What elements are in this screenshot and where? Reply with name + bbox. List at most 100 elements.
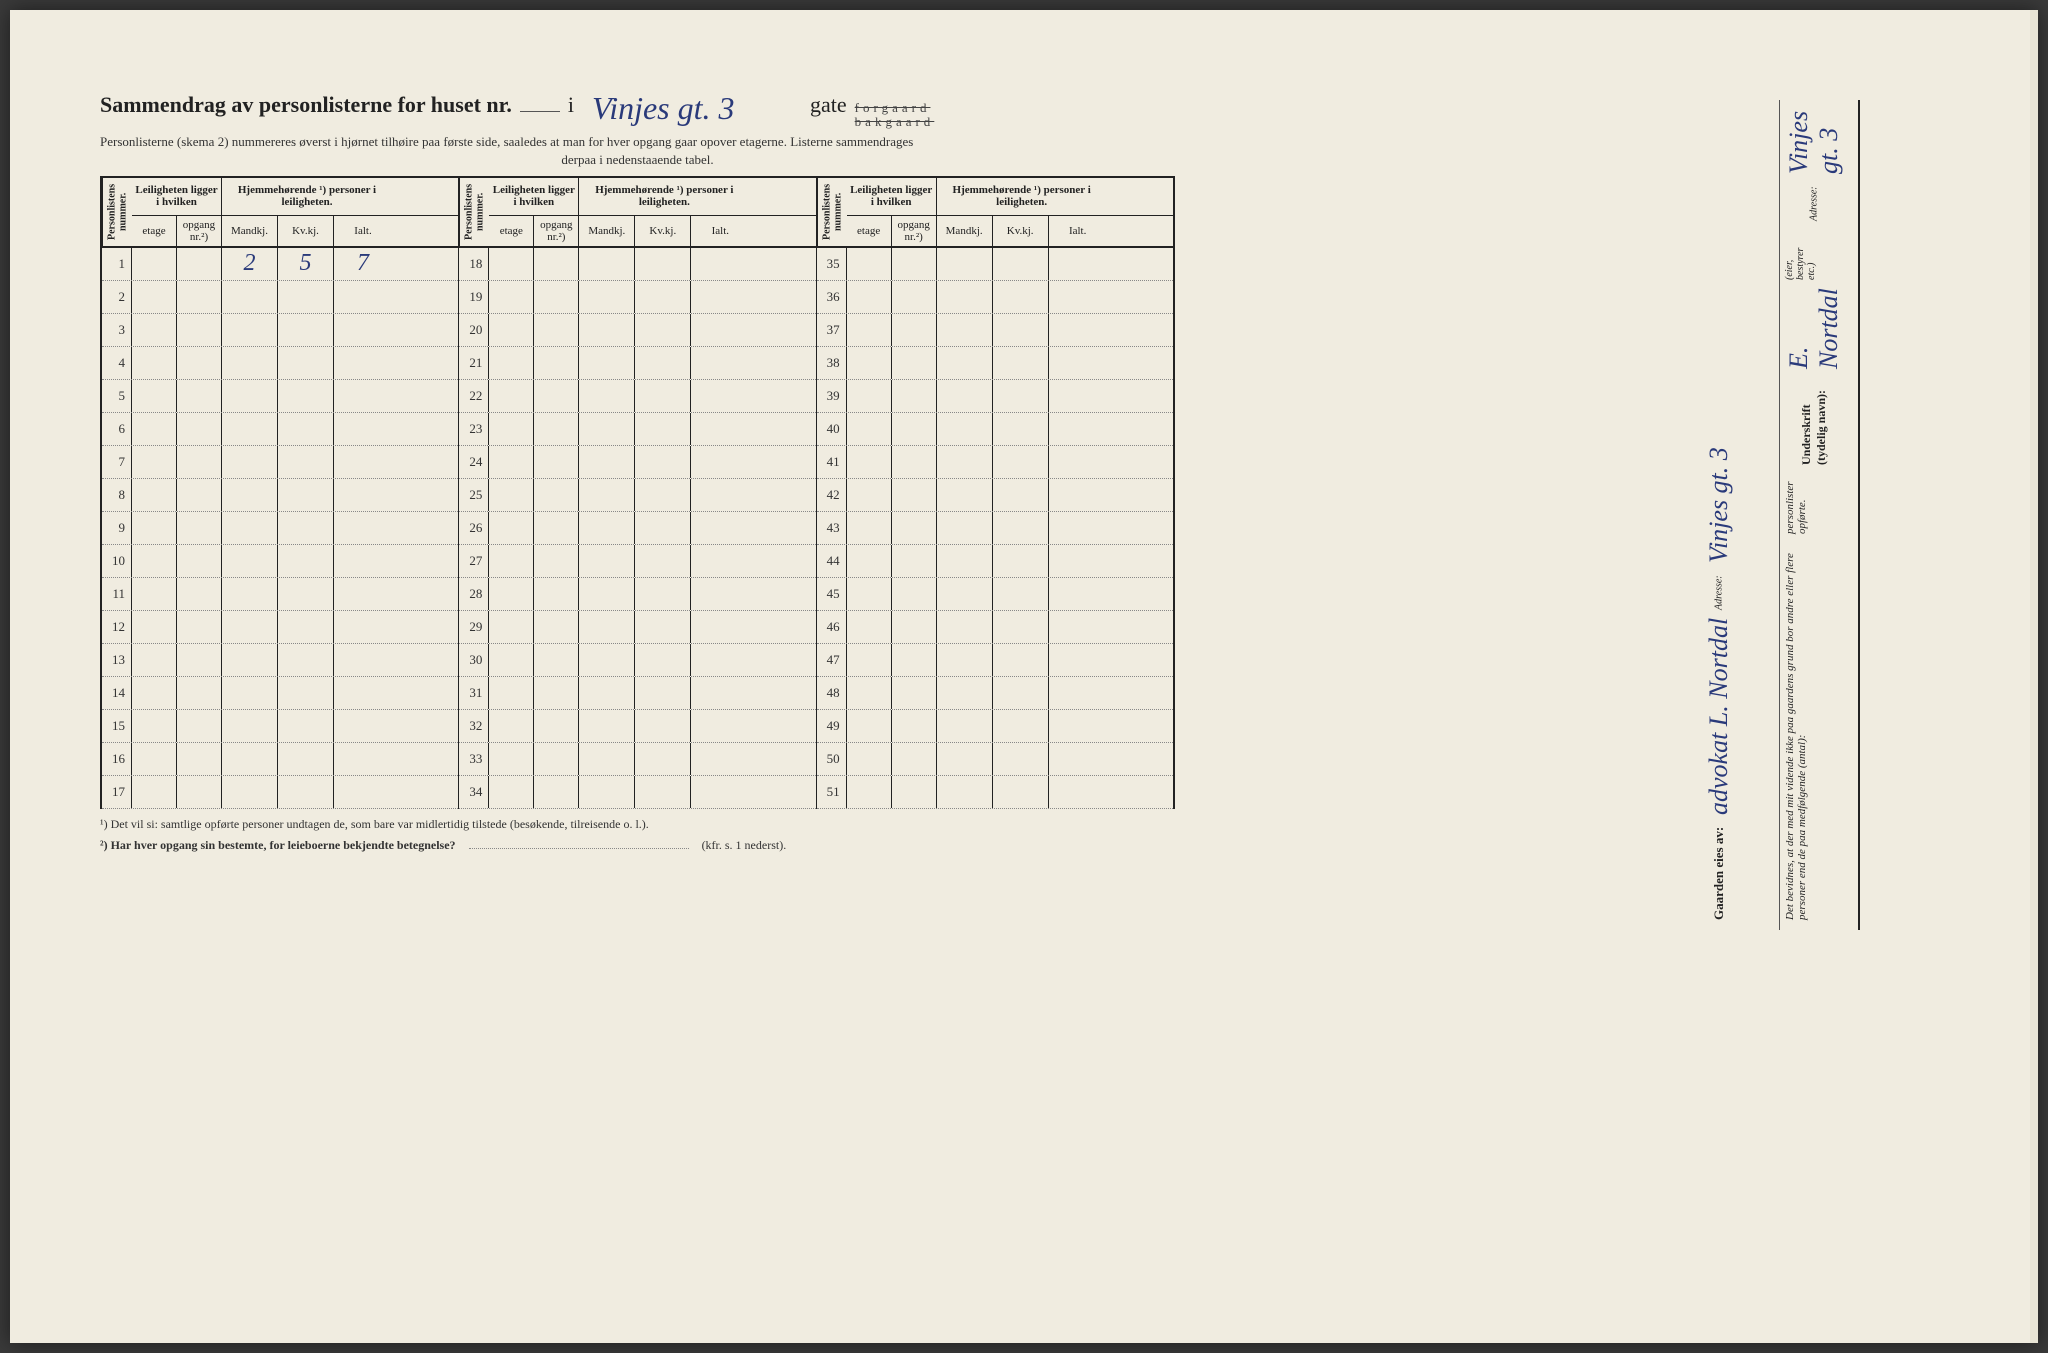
cell-mandkj bbox=[222, 611, 278, 643]
cell-ialt bbox=[1049, 281, 1107, 313]
cell-opgang bbox=[892, 446, 937, 478]
cell-opgang bbox=[534, 710, 579, 742]
row-number: 41 bbox=[817, 446, 847, 478]
cell-kvkj bbox=[278, 281, 334, 313]
cell-mandkj bbox=[937, 380, 993, 412]
cell-mandkj bbox=[579, 611, 635, 643]
row-number: 47 bbox=[817, 644, 847, 676]
col-ialt: Ialt. bbox=[334, 216, 392, 246]
cell-mandkj: 2 bbox=[222, 248, 278, 280]
col-opgang: opgang nr.²) bbox=[534, 216, 579, 246]
cell-etage bbox=[489, 446, 534, 478]
row-number: 2 bbox=[102, 281, 132, 313]
cell-etage bbox=[132, 281, 177, 313]
cell-etage bbox=[847, 281, 892, 313]
row-number: 17 bbox=[102, 776, 132, 808]
cell-etage bbox=[132, 776, 177, 808]
cell-etage bbox=[132, 248, 177, 280]
cell-ialt bbox=[334, 314, 392, 346]
cell-etage bbox=[847, 545, 892, 577]
table-row: 10 bbox=[102, 545, 458, 578]
cell-mandkj bbox=[222, 380, 278, 412]
cell-kvkj bbox=[278, 710, 334, 742]
underskrift-label: Underskrift (tydelig navn): bbox=[1799, 381, 1829, 465]
table-row: 39 bbox=[817, 380, 1173, 413]
cell-kvkj bbox=[278, 512, 334, 544]
cell-ialt: 7 bbox=[334, 248, 392, 280]
row-number: 49 bbox=[817, 710, 847, 742]
footnote-1: ¹) Det vil si: samtlige opførte personer… bbox=[100, 817, 1175, 832]
cell-mandkj bbox=[222, 512, 278, 544]
table-row: 6 bbox=[102, 413, 458, 446]
cell-opgang bbox=[534, 446, 579, 478]
cell-ialt bbox=[691, 413, 749, 445]
cell-ialt bbox=[1049, 380, 1107, 412]
cell-mandkj bbox=[937, 446, 993, 478]
cell-opgang bbox=[892, 710, 937, 742]
cell-opgang bbox=[534, 479, 579, 511]
gate-options: forgaard bakgaard bbox=[855, 101, 935, 130]
cell-mandkj bbox=[937, 248, 993, 280]
cell-ialt bbox=[691, 578, 749, 610]
cell-kvkj bbox=[635, 710, 691, 742]
summary-table: Personlistens nummer. Leiligheten ligger… bbox=[100, 176, 1175, 809]
row-number: 50 bbox=[817, 743, 847, 775]
role: (eier, bestyrer etc.) bbox=[1784, 229, 1817, 280]
row-number: 28 bbox=[459, 578, 489, 610]
cell-kvkj bbox=[278, 743, 334, 775]
cell-etage bbox=[847, 578, 892, 610]
row-number: 22 bbox=[459, 380, 489, 412]
cell-kvkj bbox=[993, 512, 1049, 544]
cell-opgang bbox=[177, 545, 222, 577]
cell-etage bbox=[847, 677, 892, 709]
cell-ialt bbox=[691, 347, 749, 379]
cell-mandkj bbox=[579, 281, 635, 313]
cell-kvkj bbox=[635, 248, 691, 280]
cell-opgang bbox=[534, 380, 579, 412]
cell-opgang bbox=[534, 677, 579, 709]
table-row: 29 bbox=[459, 611, 815, 644]
row-number: 25 bbox=[459, 479, 489, 511]
cell-opgang bbox=[177, 677, 222, 709]
cell-mandkj bbox=[579, 314, 635, 346]
cell-etage bbox=[132, 743, 177, 775]
cell-kvkj bbox=[635, 611, 691, 643]
cell-opgang bbox=[177, 248, 222, 280]
cell-mandkj bbox=[222, 644, 278, 676]
cell-ialt bbox=[691, 776, 749, 808]
table-row: 8 bbox=[102, 479, 458, 512]
cell-kvkj bbox=[993, 347, 1049, 379]
cell-opgang bbox=[177, 347, 222, 379]
gate-label: gate bbox=[810, 92, 847, 118]
cell-ialt bbox=[691, 479, 749, 511]
cell-mandkj bbox=[937, 545, 993, 577]
cell-opgang bbox=[177, 281, 222, 313]
table-row: 38 bbox=[817, 347, 1173, 380]
table-row: 25 bbox=[459, 479, 815, 512]
cell-opgang bbox=[177, 776, 222, 808]
cell-opgang bbox=[892, 512, 937, 544]
cell-ialt bbox=[334, 380, 392, 412]
cell-mandkj bbox=[579, 677, 635, 709]
cell-opgang bbox=[177, 314, 222, 346]
col-mandkj: Mandkj. bbox=[579, 216, 635, 246]
cell-mandkj bbox=[579, 413, 635, 445]
cell-etage bbox=[847, 380, 892, 412]
cell-mandkj bbox=[222, 413, 278, 445]
cell-mandkj bbox=[222, 281, 278, 313]
col-kvkj: Kv.kj. bbox=[278, 216, 334, 246]
cell-ialt bbox=[1049, 413, 1107, 445]
cell-mandkj bbox=[579, 479, 635, 511]
cell-etage bbox=[489, 743, 534, 775]
row-number: 7 bbox=[102, 446, 132, 478]
cell-etage bbox=[489, 677, 534, 709]
title-prefix: Sammendrag av personlisterne for huset n… bbox=[100, 92, 512, 118]
table-row: 20 bbox=[459, 314, 815, 347]
cell-opgang bbox=[534, 776, 579, 808]
col-kvkj: Kv.kj. bbox=[635, 216, 691, 246]
cell-mandkj bbox=[937, 611, 993, 643]
cell-opgang bbox=[177, 743, 222, 775]
col-hjemmehorende: Hjemmehørende ¹) personer i leiligheten. bbox=[579, 178, 749, 215]
cell-opgang bbox=[892, 413, 937, 445]
row-number: 42 bbox=[817, 479, 847, 511]
